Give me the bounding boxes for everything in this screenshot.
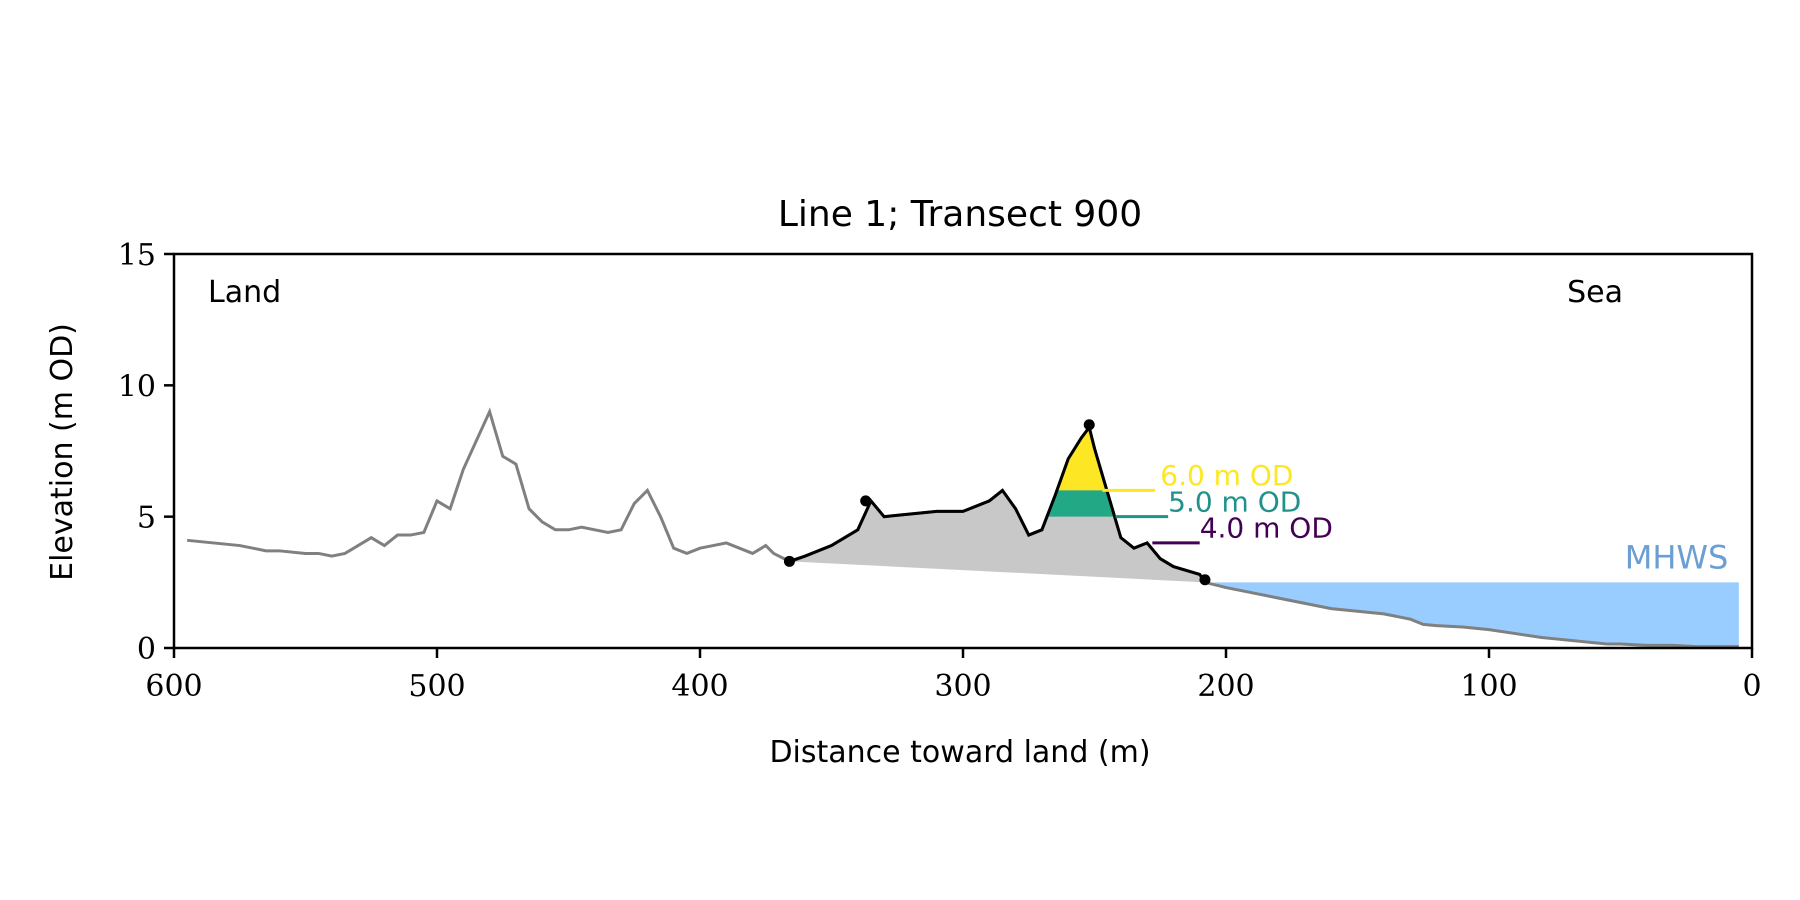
land-label: Land xyxy=(208,275,281,310)
marker-point xyxy=(1083,419,1095,431)
level-label: 5.0 m OD xyxy=(1168,485,1301,518)
y-axis: 0 5 10 15 xyxy=(118,238,174,667)
x-axis: 600 500 400 300 200 100 0 xyxy=(145,648,1762,704)
x-tick-label: 300 xyxy=(934,669,991,704)
x-tick-label: 500 xyxy=(408,669,465,704)
y-tick-label: 5 xyxy=(137,501,156,536)
dune-line xyxy=(788,423,1207,584)
level-label: 4.0 m OD xyxy=(1200,512,1333,545)
markers xyxy=(783,419,1211,586)
level-label: 6.0 m OD xyxy=(1160,459,1293,492)
y-axis-label: Elevation (m OD) xyxy=(45,323,80,581)
y-tick-label: 0 xyxy=(137,632,156,667)
x-tick-label: 100 xyxy=(1460,669,1517,704)
marker-point xyxy=(860,495,872,507)
sea-label: Sea xyxy=(1567,275,1623,310)
level-6-band xyxy=(1057,427,1107,491)
x-tick-label: 600 xyxy=(145,669,202,704)
chart-title: Line 1; Transect 900 xyxy=(778,194,1142,235)
x-tick-label: 0 xyxy=(1742,669,1761,704)
level-5-band xyxy=(1047,490,1115,517)
x-tick-label: 200 xyxy=(1197,669,1254,704)
y-tick-label: 15 xyxy=(118,238,156,273)
x-tick-label: 400 xyxy=(671,669,728,704)
x-axis-label: Distance toward land (m) xyxy=(769,735,1150,770)
marker-point xyxy=(1199,574,1211,586)
mhws-label: MHWS xyxy=(1625,538,1729,576)
marker-point xyxy=(783,555,795,567)
water-area xyxy=(1212,582,1739,647)
y-tick-label: 10 xyxy=(118,369,156,404)
dune-area xyxy=(789,427,1205,583)
level-annotations: 6.0 m OD5.0 m OD4.0 m OD xyxy=(1102,459,1333,545)
